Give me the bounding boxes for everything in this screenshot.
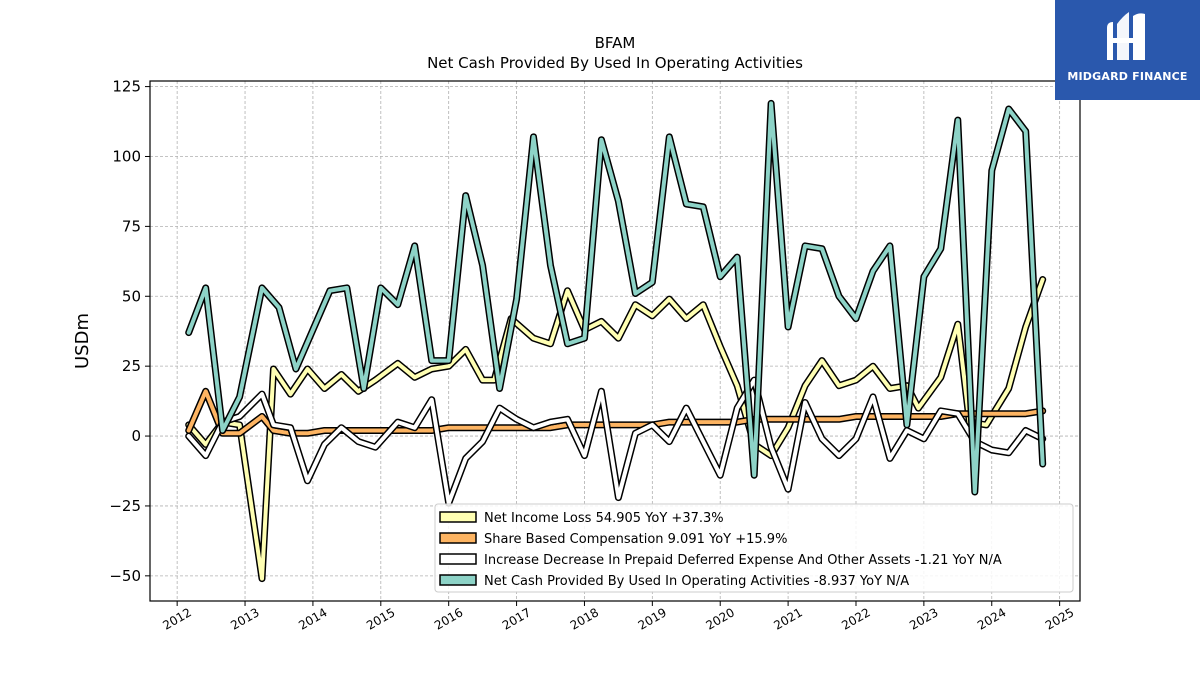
y-tick-label: 125 (112, 78, 141, 96)
legend-label: Net Cash Provided By Used In Operating A… (484, 574, 909, 589)
y-axis-label: USDm (72, 313, 93, 369)
y-tick-label: −25 (109, 497, 141, 515)
series-line (186, 101, 1045, 494)
y-tick-label: 75 (122, 217, 141, 235)
x-tick-label: 2018 (568, 605, 601, 632)
legend-swatch (439, 511, 477, 523)
y-tick-label: 100 (112, 147, 141, 165)
x-tick-label: 2020 (703, 605, 736, 632)
series-3 (185, 99, 1047, 496)
x-tick-label: 2021 (771, 605, 804, 632)
legend-box (434, 503, 1074, 593)
brand-name: MIDGARD FINANCE (1067, 70, 1188, 83)
y-tick-label: 0 (131, 427, 141, 445)
x-tick-label: 2025 (1043, 605, 1076, 632)
x-tick-label: 2023 (907, 605, 940, 632)
brand-logo: MIDGARD FINANCE (1055, 0, 1200, 100)
legend-swatch (439, 553, 477, 565)
series-1 (185, 387, 1047, 437)
series-2 (185, 376, 1047, 507)
x-tick-label: 2019 (636, 605, 669, 632)
x-tick-label: 2013 (228, 605, 261, 632)
y-tick-label: 25 (122, 357, 141, 375)
x-tick-label: 2012 (160, 605, 193, 632)
chart-title: BFAM (595, 34, 636, 52)
x-tick-label: 2022 (839, 605, 872, 632)
x-tick-label: 2017 (500, 605, 533, 632)
x-tick-label: 2016 (432, 605, 465, 632)
x-tick-label: 2014 (296, 605, 329, 632)
legend-swatch (439, 574, 477, 586)
legend-swatch (439, 532, 477, 544)
x-tick-label: 2015 (364, 605, 397, 632)
legend-label: Share Based Compensation 9.091 YoY +15.9… (484, 532, 787, 547)
midgard-logo-icon (1107, 12, 1145, 61)
legend-label: Increase Decrease In Prepaid Deferred Ex… (484, 553, 1002, 568)
x-tick-label: 2024 (975, 605, 1008, 632)
series-line (186, 389, 1045, 436)
y-tick-label: −50 (109, 567, 141, 585)
plot-frame (149, 80, 1081, 602)
chart-subtitle: Net Cash Provided By Used In Operating A… (427, 54, 803, 72)
y-tick-label: 50 (122, 287, 141, 305)
series-layer (185, 99, 1047, 583)
series-line (186, 378, 1045, 506)
legend: Net Income Loss 54.905 YoY +37.3% Share B… (434, 503, 1074, 593)
legend-label: Net Income Loss 54.905 YoY +37.3% (484, 511, 724, 526)
